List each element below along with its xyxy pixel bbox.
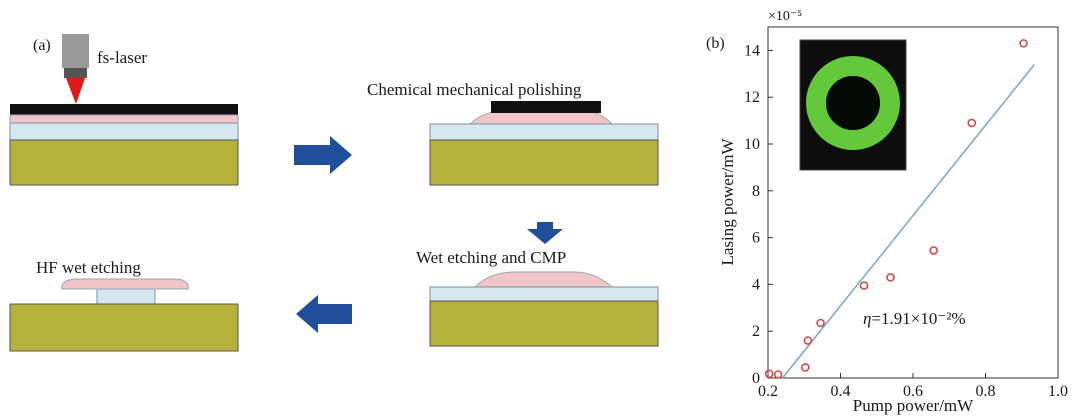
data-point: [801, 363, 810, 372]
data-points-layer: [764, 39, 1028, 379]
x-tick-label: 0.4: [831, 383, 851, 400]
step3-stack: [429, 271, 659, 347]
inset-ring-image: [799, 39, 907, 171]
fit-line-layer: [781, 63, 1036, 379]
fs-laser-label: fs-laser: [97, 48, 147, 67]
step1-mask-layer: [10, 104, 238, 115]
step4-substrate: [9, 303, 239, 352]
y-multiplier-label: ×10⁻⁵: [768, 9, 802, 24]
laser-body-lower: [64, 68, 87, 78]
y-tick-label: 4: [752, 276, 760, 293]
panel-a-label: (a): [33, 37, 51, 54]
step4-stack: [9, 278, 239, 352]
step4-microdisk: [61, 278, 189, 290]
step2-substrate: [429, 139, 659, 186]
y-tick-label: 0: [752, 370, 760, 387]
arrow-right-icon: [294, 136, 352, 174]
step2-label: Chemical mechanical polishing: [367, 80, 582, 99]
y-axis-label: Lasing power/mW: [718, 138, 737, 266]
step3-label: Wet etching and CMP: [416, 248, 566, 267]
step2-stack: [429, 101, 659, 186]
x-tick-label: 0.2: [758, 383, 778, 400]
step1-substrate: [9, 139, 239, 186]
step4-label: HF wet etching: [36, 258, 141, 277]
linear-fit-line: [781, 63, 1036, 379]
x-tick-label: 0.8: [976, 383, 996, 400]
x-tick-label: 1.0: [1048, 383, 1068, 400]
arrow-down-icon: [527, 222, 563, 244]
laser-body-upper: [62, 34, 89, 68]
panel-a: (a) fs-laser Chemical mechanical polishi…: [9, 34, 659, 352]
step4-silica-pillar: [96, 288, 156, 305]
data-point: [929, 246, 938, 255]
data-point: [764, 369, 774, 379]
panel-b-label: (b): [706, 35, 725, 52]
data-point: [859, 281, 869, 290]
data-point: [1019, 39, 1028, 48]
laser-beam: [66, 78, 85, 104]
y-tick-label: 8: [752, 183, 760, 200]
y-tick-label: 10: [744, 136, 760, 153]
y-tick-label: 14: [744, 42, 760, 59]
inset-ring-center: [826, 76, 880, 130]
data-point: [967, 118, 977, 128]
step3-film-disk: [473, 271, 614, 288]
eta-symbol: η: [863, 309, 871, 328]
efficiency-annotation: η=1.91×10⁻²%: [863, 309, 966, 328]
y-tick-label: 2: [752, 323, 760, 340]
eta-value: =1.91×10⁻²%: [871, 309, 965, 328]
step2-silica-layer: [429, 123, 659, 141]
y-tick-label: 12: [744, 89, 760, 106]
step1-stack: [9, 104, 239, 186]
step2-mask: [491, 101, 601, 113]
panel-b: (b) 0.2 0.4 0.6 0.8 1.0 0 2 4 6 8 10 12 14 Pump pow…: [706, 9, 1068, 415]
data-point: [816, 318, 825, 328]
data-point: [886, 273, 895, 282]
x-tick-label: 0.6: [903, 383, 923, 400]
step3-silica-layer: [429, 286, 659, 302]
inset-green-ring: [806, 56, 900, 150]
arrow-left-icon: [296, 295, 352, 333]
data-point: [803, 336, 813, 345]
data-point: [773, 370, 783, 379]
y-axis-ticks: 0 2 4 6 8 10 12 14: [744, 42, 773, 387]
x-axis-ticks: 0.2 0.4 0.6 0.8 1.0: [758, 373, 1068, 400]
y-tick-label: 6: [752, 230, 760, 247]
step3-substrate: [429, 300, 659, 347]
step1-silica-layer: [9, 122, 239, 141]
x-axis-label: Pump power/mW: [853, 396, 974, 415]
step1-film-layer: [9, 114, 239, 124]
fs-laser-icon: [62, 34, 89, 104]
